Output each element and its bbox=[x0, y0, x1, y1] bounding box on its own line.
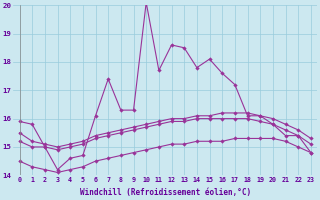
X-axis label: Windchill (Refroidissement éolien,°C): Windchill (Refroidissement éolien,°C) bbox=[80, 188, 251, 197]
